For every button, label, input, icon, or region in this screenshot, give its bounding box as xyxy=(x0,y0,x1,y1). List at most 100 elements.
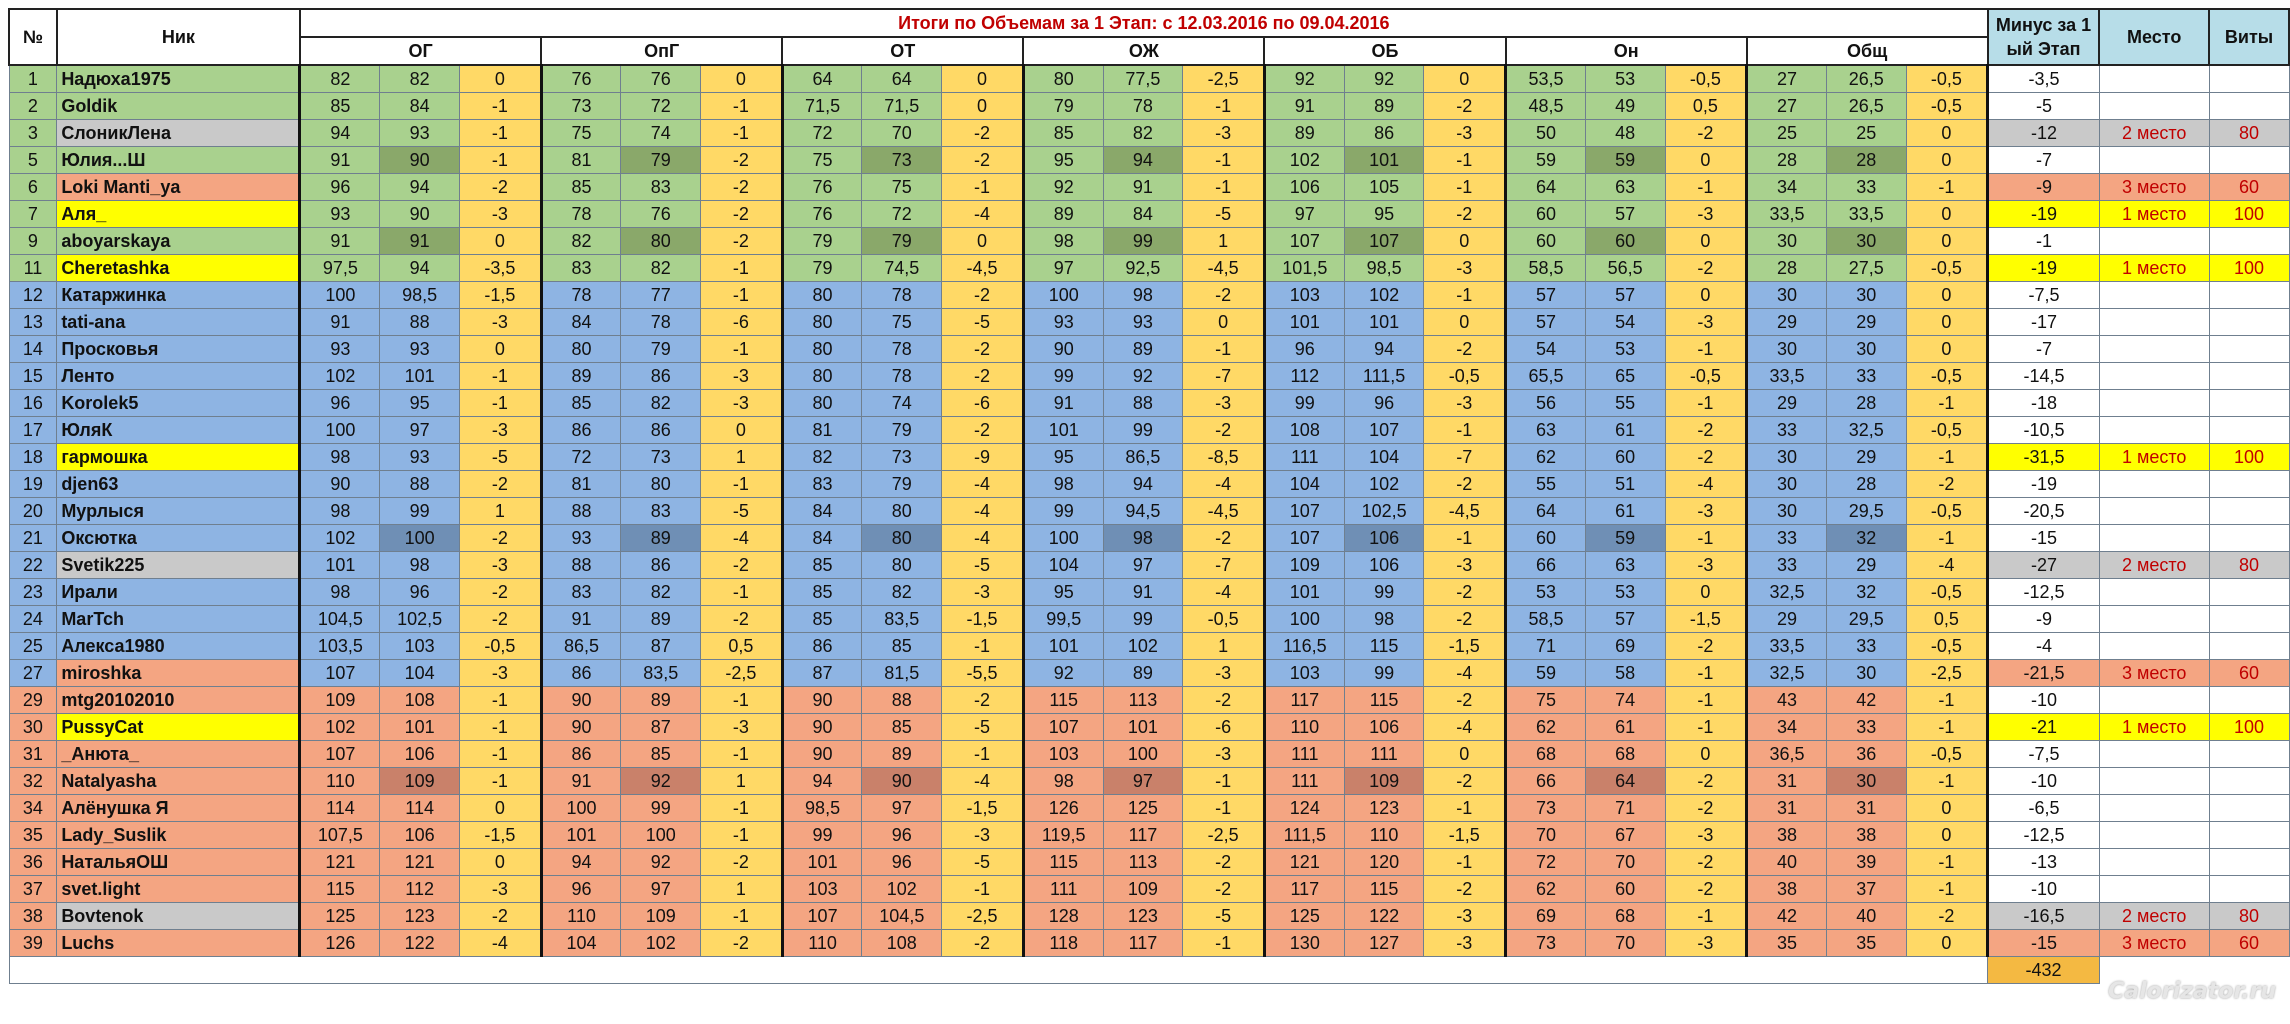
header-row-2: ОГ ОпГ ОТ ОЖ ОБ Он Общ xyxy=(9,36,2289,66)
value-cell: 80 xyxy=(780,362,863,390)
value-cell: 90 xyxy=(780,740,863,768)
value-cell: -7 xyxy=(1423,443,1507,471)
value-cell: -1 xyxy=(1182,794,1265,822)
value-cell: 80 xyxy=(861,497,943,525)
value-cell: 99,5 xyxy=(1021,605,1104,633)
value-cell: -2 xyxy=(459,470,542,498)
value-cell: 26,5 xyxy=(1825,64,1907,93)
value-cell: 107 xyxy=(298,740,381,768)
minus-cell: -19 xyxy=(1986,254,2100,282)
value-cell: -1 xyxy=(700,740,783,768)
value-cell: -2 xyxy=(459,524,542,552)
row-nick: mtg20102010 xyxy=(56,686,301,714)
value-cell: -1 xyxy=(700,335,783,363)
value-cell: 98 xyxy=(298,578,381,606)
table-row: 16 Korolek5 96 95 -1 85 82 -3 80 74 -6 91 88 -3 99 96 -3… xyxy=(8,389,2290,417)
value-cell: 82 xyxy=(861,578,943,606)
value-cell: -3 xyxy=(1664,497,1748,525)
value-cell: 69 xyxy=(1504,902,1586,930)
value-cell: 90 xyxy=(539,713,622,741)
value-cell: 115 xyxy=(1343,632,1425,660)
value-cell: -1 xyxy=(700,902,783,930)
value-cell: 0 xyxy=(700,416,783,444)
place-cell xyxy=(2098,389,2210,417)
row-number: 15 xyxy=(8,362,58,390)
value-cell: 71,5 xyxy=(861,92,943,120)
value-cell: 81 xyxy=(539,470,622,498)
value-cell: 107 xyxy=(1021,713,1104,741)
value-cell: 27 xyxy=(1745,64,1827,93)
value-cell: 0 xyxy=(459,794,542,822)
value-cell: 29 xyxy=(1745,605,1827,633)
row-nick: Катаржинка xyxy=(56,281,301,309)
value-cell: -2 xyxy=(941,119,1024,147)
value-cell: -1 xyxy=(1664,389,1748,417)
header-vit: Виты xyxy=(2208,8,2290,66)
value-cell: -1 xyxy=(700,254,783,282)
row-nick: Аля_ xyxy=(56,200,301,228)
value-cell: 62 xyxy=(1504,443,1586,471)
place-cell xyxy=(2098,227,2210,255)
value-cell: 30 xyxy=(1825,227,1907,255)
minus-cell: -15 xyxy=(1986,524,2100,552)
value-cell: 91 xyxy=(298,227,381,255)
value-cell: 122 xyxy=(1343,902,1425,930)
value-cell: 0 xyxy=(1905,929,1989,957)
value-cell: 93 xyxy=(1102,308,1184,336)
value-cell: -2 xyxy=(941,929,1024,957)
value-cell: -1 xyxy=(459,740,542,768)
row-nick: Bovtenok xyxy=(56,902,301,930)
value-cell: -3 xyxy=(1423,902,1507,930)
value-cell: 84 xyxy=(379,92,461,120)
table-row: 14 Просковья 93 93 0 80 79 -1 80 78 -2 90 89 -1 96 94 -2… xyxy=(8,335,2290,363)
value-cell: -2 xyxy=(1423,875,1507,903)
row-nick: _Анюта_ xyxy=(56,740,301,768)
value-cell: 85 xyxy=(780,578,863,606)
place-cell xyxy=(2098,821,2210,849)
minus-cell: -1 xyxy=(1986,227,2100,255)
vit-cell xyxy=(2208,740,2290,768)
value-cell: 93 xyxy=(539,524,622,552)
value-cell: 98,5 xyxy=(379,281,461,309)
value-cell: 72 xyxy=(539,443,622,471)
value-cell: 33 xyxy=(1825,713,1907,741)
value-cell: -2 xyxy=(1423,578,1507,606)
vit-cell: 80 xyxy=(2208,551,2290,579)
table-row: 38 Bovtenok 125 123 -2 110 109 -1 107 104,5 -2,5 12… xyxy=(8,902,2290,930)
value-cell: 103 xyxy=(780,875,863,903)
value-cell: -2 xyxy=(1423,605,1507,633)
row-nick: djen63 xyxy=(56,470,301,498)
value-cell: 64 xyxy=(1584,767,1666,795)
value-cell: -3 xyxy=(1664,551,1748,579)
value-cell: -1 xyxy=(700,92,783,120)
vit-cell xyxy=(2208,524,2290,552)
vit-cell xyxy=(2208,64,2290,93)
value-cell: 84 xyxy=(1102,200,1184,228)
value-cell: 88 xyxy=(379,470,461,498)
vit-cell xyxy=(2208,308,2290,336)
value-cell: 98 xyxy=(1343,605,1425,633)
row-nick: Cheretashka xyxy=(56,254,301,282)
value-cell: -0,5 xyxy=(1182,605,1265,633)
value-cell: 80 xyxy=(1021,64,1104,93)
value-cell: 90 xyxy=(780,713,863,741)
row-number: 5 xyxy=(8,146,58,174)
results-table: № Ник Итоги по Объемам за 1 Этап: с 12.0… xyxy=(8,8,2290,984)
value-cell: 89 xyxy=(620,605,702,633)
table-row: 20 Мурлыся 98 99 1 88 83 -5 84 80 -4 99 94,5 -4,5 107 1… xyxy=(8,497,2290,525)
value-cell: 112 xyxy=(379,875,461,903)
value-cell: 85 xyxy=(780,605,863,633)
value-cell: 60 xyxy=(1504,227,1586,255)
place-cell xyxy=(2098,632,2210,660)
value-cell: 85 xyxy=(539,389,622,417)
value-cell: 86 xyxy=(539,740,622,768)
group-header: Он xyxy=(1504,36,1748,66)
value-cell: -4 xyxy=(1182,470,1265,498)
value-cell: 33 xyxy=(1745,524,1827,552)
value-cell: 109 xyxy=(1102,875,1184,903)
value-cell: 58,5 xyxy=(1504,254,1586,282)
value-cell: 123 xyxy=(1343,794,1425,822)
minus-cell: -20,5 xyxy=(1986,497,2100,525)
value-cell: -1 xyxy=(1182,146,1265,174)
table-row: 34 Алёнушка Я 114 114 0 100 99 -1 98,5 97 -1,5 126 1… xyxy=(8,794,2290,822)
